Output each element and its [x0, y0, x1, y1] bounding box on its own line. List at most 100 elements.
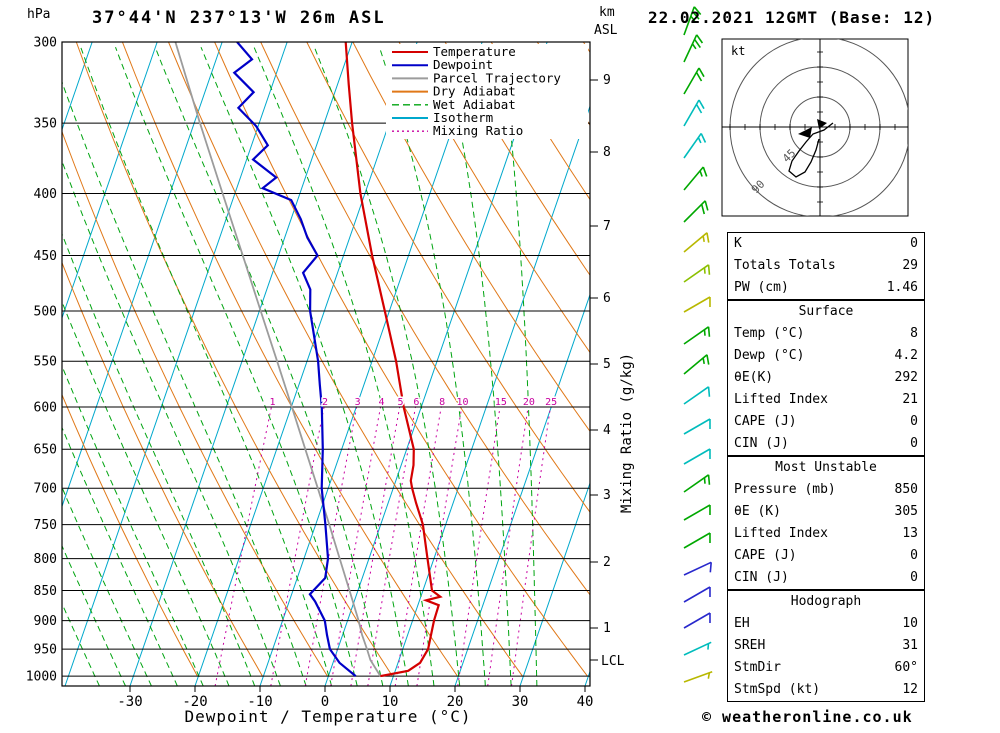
parcel-trajectory-curve [174, 42, 382, 677]
stat-label: SREH [734, 638, 766, 653]
pressure-tick-label: 750 [34, 518, 57, 533]
temp-tick-label: 0 [321, 694, 329, 710]
wind-barb [683, 474, 711, 493]
mixing-ratio-line [487, 401, 530, 686]
temperature-axis-label: Dewpoint / Temperature (°C) [184, 707, 472, 726]
wind-barb-full-tick [695, 71, 703, 82]
stat-row: CAPE (J) 0 [734, 545, 918, 567]
stat-row: StmSpd (kt) 12 [734, 679, 918, 701]
wind-barb [683, 132, 707, 159]
wind-barb-staff [683, 132, 702, 159]
pressure-tick-label: 950 [34, 643, 57, 658]
mixing-ratio-line [457, 401, 502, 686]
wind-barb-full-tick [707, 474, 711, 485]
lcl-label: LCL [601, 654, 625, 669]
stat-label: Pressure (mb) [734, 482, 836, 497]
temp-tick-label: -30 [117, 694, 142, 710]
hodograph-trace [788, 122, 834, 178]
stat-row: StmDir 60° [734, 657, 918, 679]
mixing-ratio-label: 3 [355, 397, 361, 408]
pressure-tick-label: 800 [34, 552, 57, 567]
pressure-axis-unit: hPa [27, 7, 51, 22]
km-tick-label: 3 [603, 488, 611, 503]
stat-row: Temp (°C) 8 [734, 323, 918, 345]
mixing-ratio-label: 4 [378, 397, 384, 408]
km-tick-label: 9 [603, 73, 611, 88]
wind-barb-staff [683, 561, 712, 576]
wind-barb [683, 561, 712, 576]
altitude-axis-ref: ASL [594, 23, 618, 38]
pressure-tick-label: 700 [34, 482, 57, 497]
wind-barb [683, 67, 705, 95]
wet-adiabat-line [62, 80, 307, 686]
stat-label: θE(K) [734, 370, 774, 385]
hodograph-storm-arrow [798, 127, 812, 138]
stat-row: Lifted Index 21 [734, 389, 918, 411]
stats-section-surface: Surface Temp (°C) 8 Dewp (°C) 4.2 θE(K) 292 Lif… [727, 300, 925, 456]
stat-row: θE(K) 292 [734, 367, 918, 389]
pressure-tick-label: 450 [34, 249, 57, 264]
wind-barb-staff [683, 641, 712, 656]
wind-barb-full-tick [702, 166, 708, 177]
dry-adiabat-line [62, 393, 198, 677]
stat-label: CIN (J) [734, 436, 789, 451]
pressure-tick-label: 550 [34, 355, 57, 370]
stat-value: 29 [902, 258, 918, 273]
wind-barb [683, 532, 711, 549]
temp-tick-label: -20 [182, 694, 207, 710]
stat-value: 12 [902, 682, 918, 697]
stat-label: Lifted Index [734, 392, 828, 407]
wind-barb [683, 448, 711, 465]
hodograph-unit-label: kt [731, 44, 746, 58]
pressure-tick-label: 350 [34, 117, 57, 132]
wind-barb-full-tick [696, 34, 704, 44]
stat-row: Pressure (mb) 850 [734, 479, 918, 501]
legend-label: Parcel Trajectory [433, 70, 561, 85]
stat-value: 292 [894, 370, 918, 385]
wind-barb-half-tick [691, 43, 697, 50]
stat-row: θE (K) 305 [734, 501, 918, 523]
wind-barb-staff [683, 612, 711, 629]
stat-label: Temp (°C) [734, 326, 805, 341]
hodograph-storm-arrow [817, 119, 827, 129]
isotherm-line [62, 42, 158, 320]
wind-barb-full-tick [707, 264, 711, 275]
stat-value: 305 [894, 504, 918, 519]
pressure-tick-label: 650 [34, 443, 57, 458]
pressure-tick-label: 850 [34, 584, 57, 599]
mixing-ratio-line [214, 401, 273, 686]
mixing-ratio-line [270, 401, 326, 686]
stats-section-hodograph: Hodograph EH 10 SREH 31 StmDir 60° StmSpd (kt) 1… [727, 590, 925, 702]
isotherm-line [64, 42, 288, 686]
mixing-ratio-line [330, 401, 382, 686]
wind-barb-staff [683, 504, 711, 521]
mixing-ratio-label: 2 [322, 397, 328, 408]
stat-label: CIN (J) [734, 570, 789, 585]
stats-section-header: Most Unstable [775, 460, 877, 475]
wind-barb [683, 99, 705, 127]
wind-barb-full-tick [698, 99, 705, 110]
wind-barb-full-tick [693, 6, 702, 15]
mixing-ratio-line [511, 401, 552, 686]
copyright-link[interactable]: © weatheronline.co.uk [702, 708, 913, 726]
wind-barb-half-tick [690, 15, 696, 22]
stats-section-header: Surface [798, 304, 854, 319]
mixing-ratio-line [350, 401, 402, 686]
km-tick-label: 1 [603, 621, 611, 636]
wind-barb [683, 386, 711, 405]
wind-barb-staff [683, 386, 710, 405]
wind-barb-half-tick [702, 235, 705, 242]
wet-adiabat-line [253, 47, 435, 686]
wind-barb-full-tick [704, 200, 709, 211]
wind-barb-staff [683, 200, 706, 223]
temp-tick-label: -10 [247, 694, 272, 710]
dry-adiabat-line [444, 42, 590, 276]
temperature-curve [344, 42, 443, 678]
wind-barb-half-tick [707, 643, 710, 650]
dewpoint-curve [232, 42, 357, 677]
wind-barb-column [683, 6, 713, 683]
wind-barb-staff [683, 296, 711, 313]
mixing-ratio-label: 20 [523, 397, 535, 408]
